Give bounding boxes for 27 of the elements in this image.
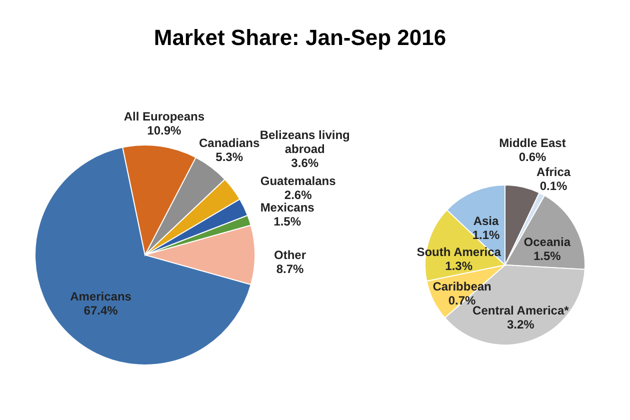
slice-label: Oceania	[524, 235, 571, 250]
slice-label: Asia	[473, 214, 500, 228]
slice-label: Canadians	[198, 136, 260, 150]
slice-label: Mexicans	[260, 200, 315, 215]
slice-label: Other	[274, 248, 306, 262]
data-label: 0.6%	[518, 150, 546, 164]
data-label: 10.9%	[147, 123, 182, 138]
slice-label: Central America*	[472, 303, 570, 318]
data-label: 8.7%	[276, 262, 304, 276]
data-label: 1.5%	[533, 249, 562, 264]
pie-slice	[34, 146, 252, 366]
data-label: 0.1%	[540, 178, 568, 193]
slice-label: Guatemalans	[260, 174, 336, 188]
slice-label: All Europeans	[124, 109, 205, 124]
data-label: 1.3%	[445, 258, 473, 273]
data-label: 1.1%	[472, 228, 500, 242]
data-label: 3.6%	[291, 156, 319, 170]
chart-title: Market Share: Jan-Sep 2016	[154, 25, 446, 50]
data-label: 1.5%	[274, 214, 302, 229]
slice-label: Belizeans living abroad	[260, 128, 350, 156]
data-label: 3.2%	[506, 317, 535, 332]
slice-label: Africa	[536, 164, 571, 179]
data-label: 2.6%	[284, 188, 312, 202]
data-label: 67.4%	[84, 303, 118, 318]
slice-label: Middle East	[499, 136, 566, 150]
slice-label: Americans	[70, 289, 132, 304]
data-label: 5.3%	[216, 150, 244, 164]
